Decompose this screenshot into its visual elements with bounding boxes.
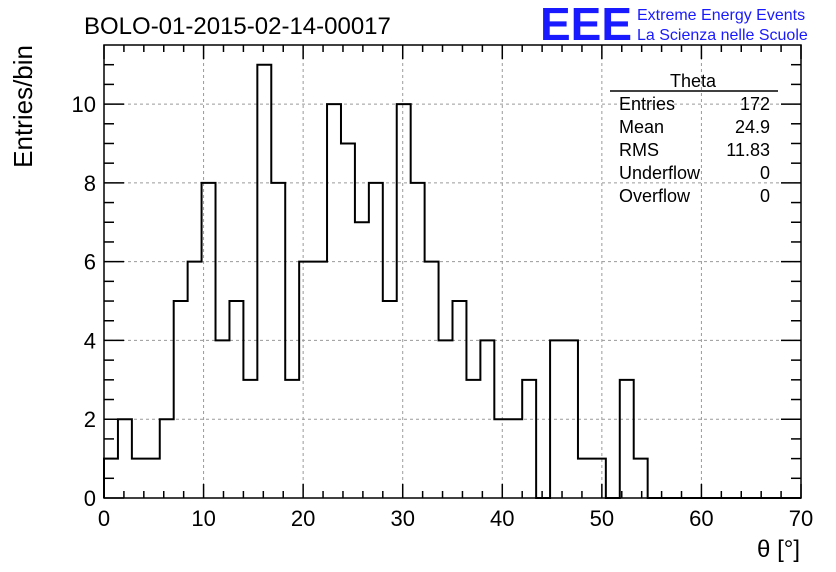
logo-mark: EEE [540, 0, 632, 50]
x-axis-label: θ [°] [757, 536, 800, 563]
stats-value: 172 [740, 94, 770, 114]
stats-value: 0 [760, 186, 770, 206]
y-tick-label: 2 [84, 407, 96, 432]
y-tick-label: 10 [72, 92, 96, 117]
logo-line-1: Extreme Energy Events [637, 7, 805, 24]
x-tick-label: 20 [291, 506, 315, 531]
stats-label: Entries [619, 94, 675, 114]
stats-box: Theta Entries 172 Mean 24.9 RMS 11.83 Underflo… [610, 71, 778, 206]
logo-line-2: La Scienza nelle Scuole [637, 27, 808, 44]
histogram-step-line [103, 63, 801, 499]
stats-value: 24.9 [735, 117, 770, 137]
stats-label: RMS [619, 140, 659, 160]
y-tick-label: 8 [84, 171, 96, 196]
plot-frame [103, 44, 802, 499]
y-tick-label: 6 [84, 250, 96, 275]
x-tick-label: 60 [689, 506, 713, 531]
y-tick-label: 4 [84, 328, 96, 353]
run-title: BOLO-01-2015-02-14-00017 [84, 13, 391, 40]
stats-title: Theta [670, 71, 717, 91]
x-tick-label: 70 [789, 506, 813, 531]
x-tick-label: 0 [98, 506, 110, 531]
stats-label: Underflow [619, 163, 701, 183]
stats-label: Mean [619, 117, 664, 137]
stats-value: 11.83 [726, 140, 770, 160]
y-axis-label: Entries/bin [8, 45, 38, 168]
x-tick-label: 30 [390, 506, 414, 531]
stats-label: Overflow [619, 186, 691, 206]
x-tick-label: 50 [590, 506, 614, 531]
axis-tick-labels: 0 10 20 30 40 50 60 70 0 2 4 6 8 10 [72, 92, 814, 531]
x-tick-label: 40 [490, 506, 514, 531]
stats-value: 0 [760, 163, 770, 183]
x-tick-label: 10 [191, 506, 215, 531]
y-tick-label: 0 [84, 486, 96, 511]
axis-ticks [103, 45, 802, 499]
